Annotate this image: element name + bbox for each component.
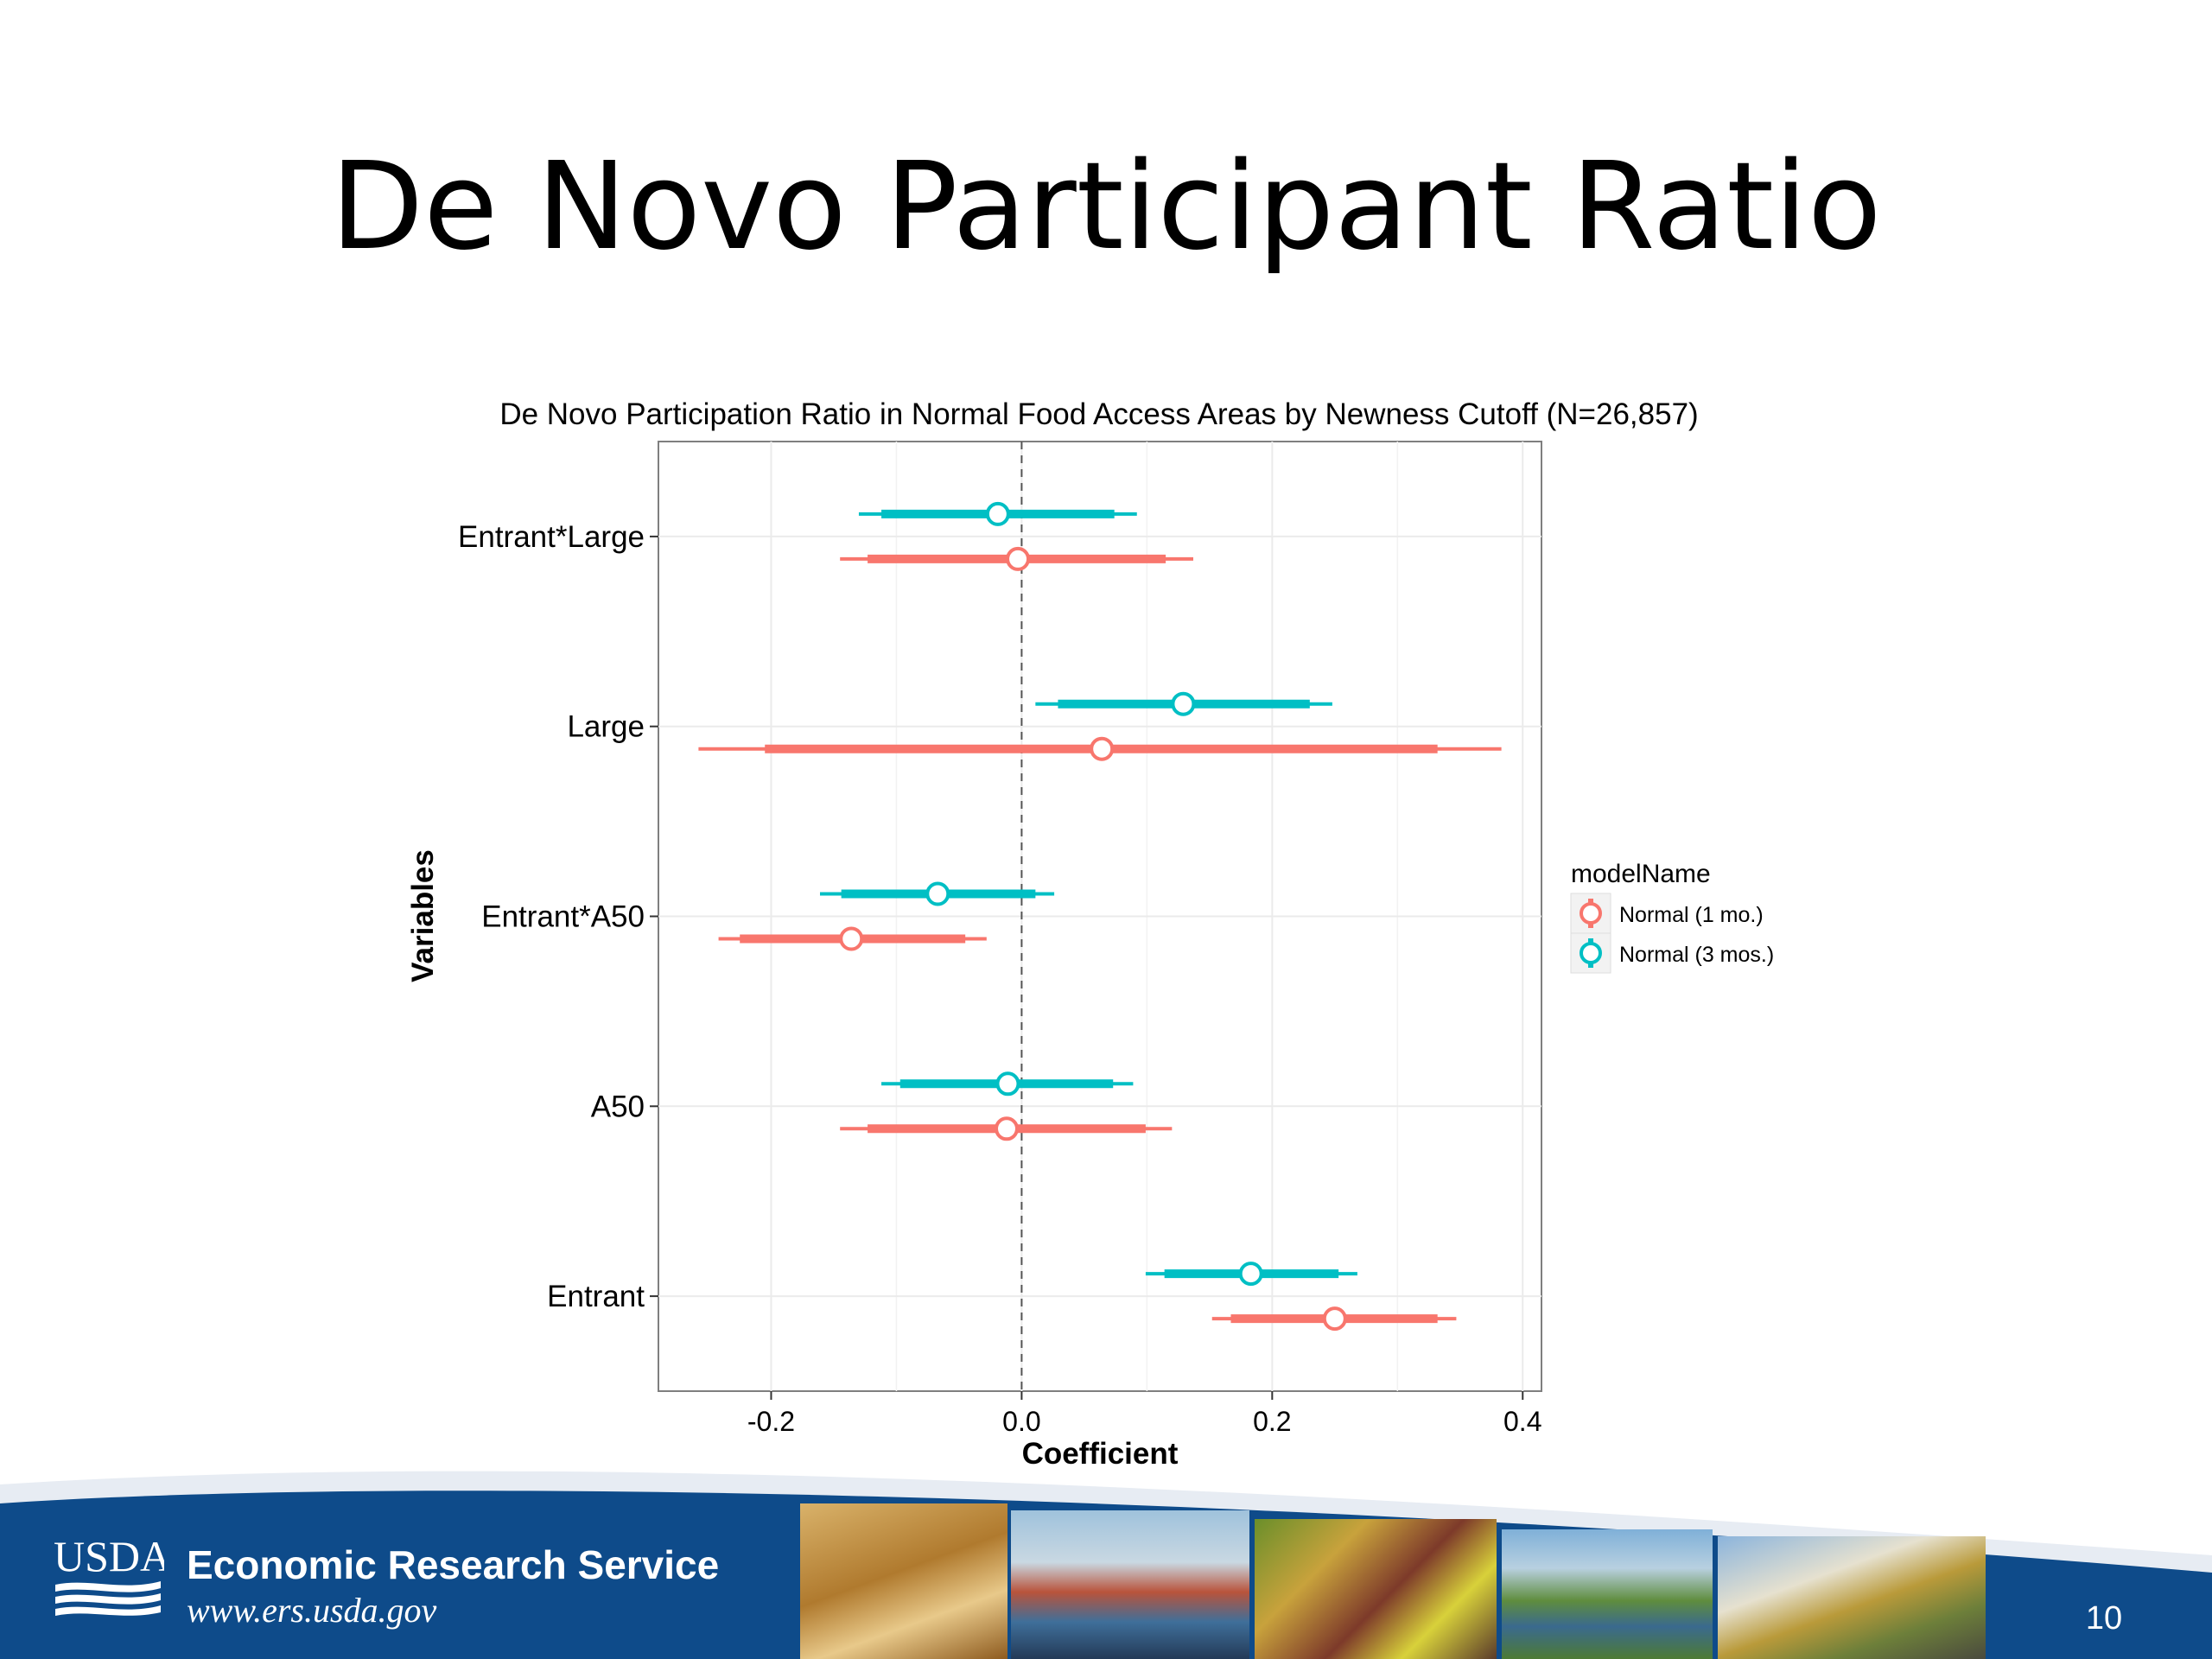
data-marks — [698, 442, 1502, 1391]
estimate-point — [1238, 1262, 1263, 1287]
estimate-point — [1322, 1306, 1347, 1332]
usda-logo-text: USDA — [54, 1535, 164, 1580]
chart-title: De Novo Participation Ratio in Normal Fo… — [499, 397, 1698, 431]
x-axis-label: Coefficient — [1022, 1437, 1179, 1471]
legend: modelName Normal (1 mo.) Normal (3 mos.) — [1570, 860, 1774, 974]
town-photo — [1718, 1536, 1986, 1659]
legend-key-point — [1580, 902, 1602, 925]
wheat-photo — [800, 1503, 1007, 1659]
x-tick-label: 0.2 — [1253, 1406, 1291, 1437]
legend-title: modelName — [1571, 860, 1711, 888]
estimate-point — [1090, 736, 1115, 761]
estimate-point — [1006, 546, 1031, 571]
estimate-point — [995, 1116, 1020, 1141]
produce-market-photo — [1255, 1519, 1497, 1659]
x-tick-label: -0.2 — [747, 1406, 795, 1437]
organization-url[interactable]: www.ers.usda.gov — [187, 1591, 437, 1630]
page-number: 10 — [2085, 1600, 2123, 1637]
wetlands-photo — [1502, 1529, 1713, 1659]
usda-logo: USDA — [54, 1535, 164, 1616]
organization-name: Economic Research Service — [187, 1542, 720, 1587]
grid-lines — [658, 442, 1541, 1391]
y-tick-label: Large — [567, 710, 645, 744]
estimate-point — [839, 926, 864, 951]
y-tick-label: Entrant*Large — [458, 520, 645, 554]
slide-title: De Novo Participant Ratio — [330, 137, 1882, 277]
axes: -0.2 0.0 0.2 0.4 Entrant*Large Large Entrant*A… — [458, 520, 1541, 1437]
y-tick-label: Entrant*A50 — [481, 900, 645, 934]
legend-label: Normal (3 mos.) — [1619, 943, 1774, 967]
y-tick-label: Entrant — [547, 1280, 645, 1313]
legend-key-point — [1580, 942, 1602, 964]
estimate-point — [985, 501, 1010, 526]
estimate-point — [925, 881, 950, 906]
x-tick-label: 0.4 — [1503, 1406, 1541, 1437]
legend-label: Normal (1 mo.) — [1619, 903, 1764, 927]
legend-items: Normal (1 mo.) Normal (3 mos.) — [1570, 893, 1774, 974]
y-tick-label: A50 — [591, 1090, 645, 1123]
estimate-point — [995, 1071, 1020, 1096]
y-axis-label: Variables — [406, 849, 440, 982]
cargo-ship-photo — [1011, 1510, 1249, 1659]
estimate-point — [1171, 691, 1196, 716]
x-tick-label: 0.0 — [1002, 1406, 1040, 1437]
